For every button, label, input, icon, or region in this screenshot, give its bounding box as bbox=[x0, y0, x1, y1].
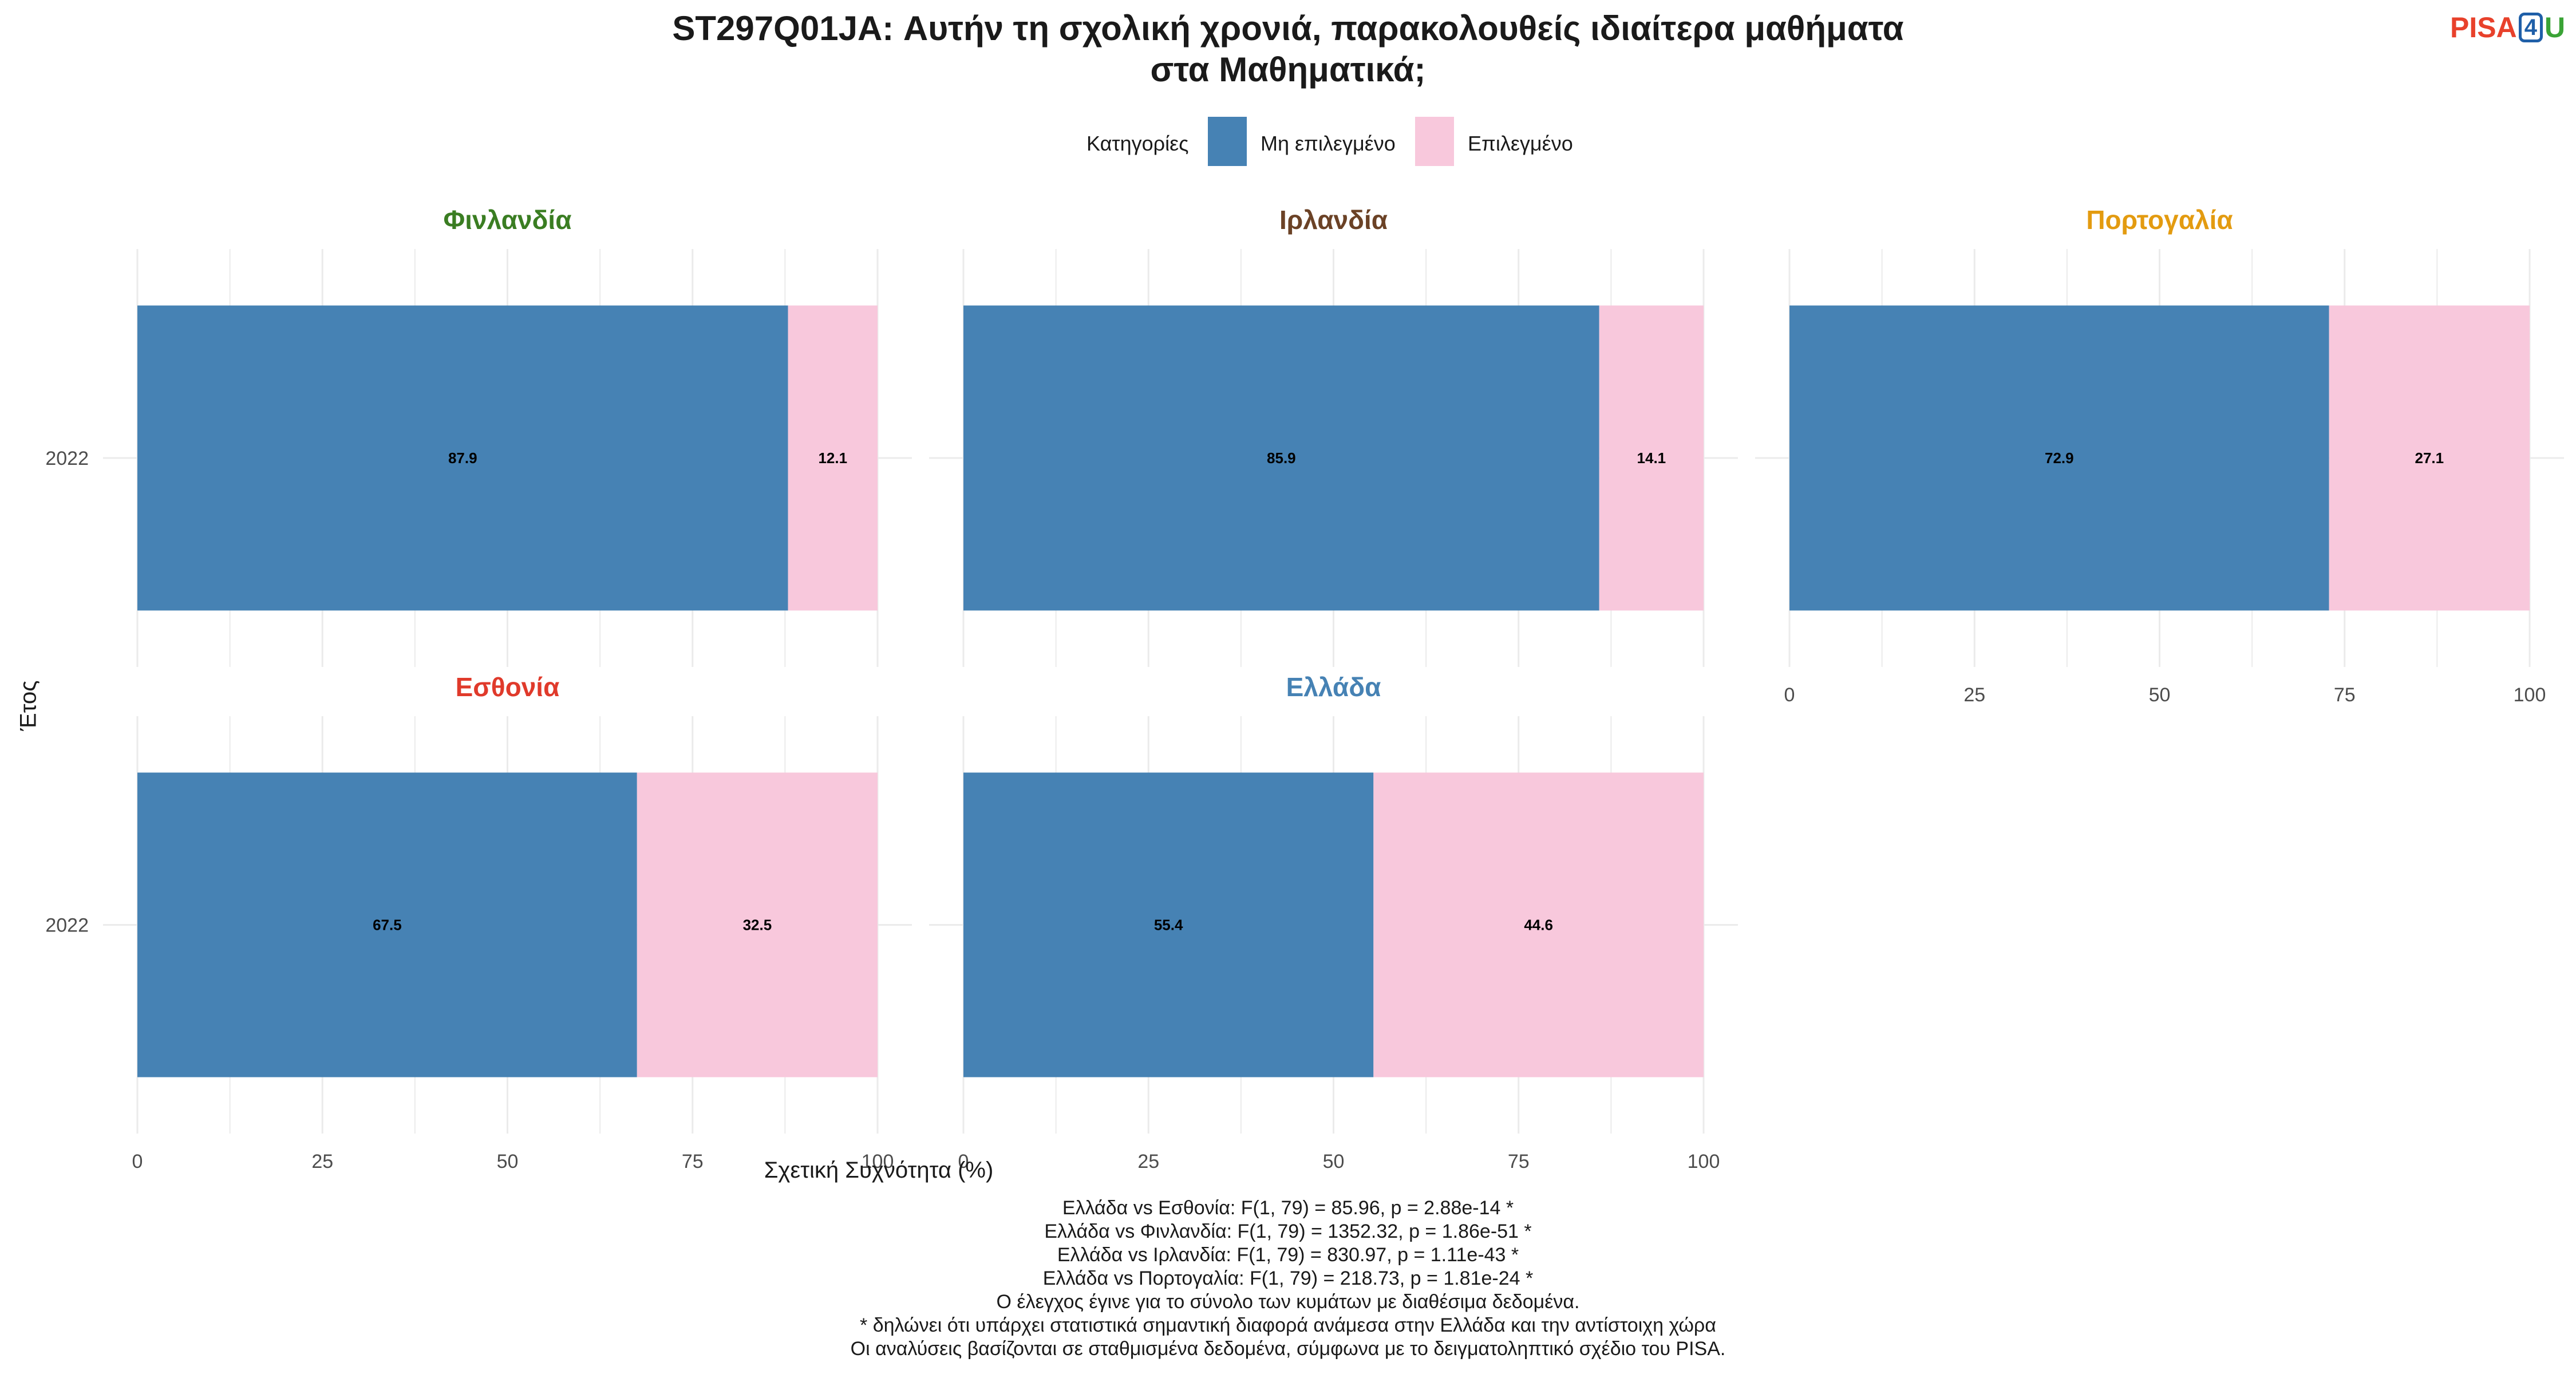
x-tick-label: 0 bbox=[132, 1151, 143, 1172]
bar-value-label: 27.1 bbox=[2415, 449, 2444, 467]
x-tick-label: 100 bbox=[2514, 684, 2546, 706]
x-tick-label: 75 bbox=[682, 1151, 704, 1172]
legend-label-selected: Επιλεγμένο bbox=[1468, 132, 1573, 155]
logo-text-u: U bbox=[2544, 11, 2566, 44]
bar-value-label: 44.6 bbox=[1524, 917, 1553, 934]
bar-value-label: 85.9 bbox=[1267, 449, 1296, 467]
caption-line: Ελλάδα vs Πορτογαλία: F(1, 79) = 218.73,… bbox=[1042, 1268, 1534, 1289]
y-axis-title: Έτος bbox=[15, 680, 41, 731]
facet-title: Ιρλανδία bbox=[1279, 205, 1388, 235]
bar-selected bbox=[637, 772, 878, 1077]
bar-selected bbox=[1599, 305, 1704, 611]
y-tick-label: 2022 bbox=[45, 448, 89, 469]
bar-not-selected bbox=[137, 772, 637, 1077]
bar-value-label: 32.5 bbox=[743, 917, 772, 934]
caption-line: Ο έλεγχος έγινε για το σύνολο των κυμάτω… bbox=[996, 1291, 1580, 1313]
bar-value-label: 14.1 bbox=[1637, 449, 1666, 467]
caption-line: * δηλώνει ότι υπάρχει στατιστικά σημαντι… bbox=[860, 1314, 1716, 1336]
bar-not-selected bbox=[137, 305, 788, 611]
x-tick-label: 25 bbox=[311, 1151, 333, 1172]
y-axis-title-wrapper: Έτος bbox=[6, 653, 41, 767]
bar-selected bbox=[2329, 305, 2530, 611]
bar-selected bbox=[788, 305, 878, 611]
caption-line: Ελλάδα vs Ιρλανδία: F(1, 79) = 830.97, p… bbox=[1057, 1244, 1519, 1266]
x-tick-label: 25 bbox=[1137, 1151, 1159, 1172]
x-tick-label: 25 bbox=[1963, 684, 1985, 706]
bar-not-selected bbox=[963, 305, 1599, 611]
facet-panel: Ελλάδα 55.4 44.6 0 25 50 75 100 bbox=[929, 672, 1738, 1172]
facet-panel: Φινλανδία 87.9 12.1 2022 bbox=[45, 205, 912, 667]
facet-title: Ελλάδα bbox=[1286, 672, 1381, 702]
x-tick-label: 100 bbox=[1688, 1151, 1720, 1172]
logo-text-4: 4 bbox=[2518, 13, 2543, 42]
logo-text-pisa: PISA bbox=[2450, 11, 2517, 44]
bar-value-label: 72.9 bbox=[2045, 449, 2074, 467]
x-tick-label: 50 bbox=[497, 1151, 519, 1172]
facet-panel: Ιρλανδία 85.9 14.1 bbox=[929, 205, 1738, 667]
x-tick-label: 50 bbox=[2149, 684, 2171, 706]
bar-not-selected bbox=[963, 772, 1374, 1077]
facet-title: Πορτογαλία bbox=[2086, 205, 2233, 235]
legend-label-not-selected: Μη επιλεγμένο bbox=[1261, 132, 1396, 155]
x-tick-label: 100 bbox=[862, 1151, 894, 1172]
bar-value-label: 67.5 bbox=[373, 917, 402, 934]
x-axis-title: Σχετική Συχνότητα (%) bbox=[764, 1158, 994, 1183]
chart-legend: Κατηγορίες Μη επιλεγμένο Επιλεγμένο bbox=[0, 0, 2576, 172]
bar-value-label: 55.4 bbox=[1154, 917, 1183, 934]
pisa4u-logo: PISA 4 U bbox=[2450, 10, 2565, 45]
caption-notes: Ελλάδα vs Εσθονία: F(1, 79) = 85.96, p =… bbox=[0, 1197, 2576, 1361]
legend-title: Κατηγορίες bbox=[1086, 132, 1189, 155]
bar-not-selected bbox=[1789, 305, 2329, 611]
caption-line: Οι αναλύσεις βασίζονται σε σταθμισμένα δ… bbox=[850, 1338, 1726, 1360]
bar-value-label: 87.9 bbox=[448, 449, 477, 467]
chart-title: ST297Q01JA: Αυτήν τη σχολική χρονιά, παρ… bbox=[672, 9, 1904, 89]
caption-line: Ελλάδα vs Φινλανδία: F(1, 79) = 1352.32,… bbox=[1044, 1221, 1532, 1242]
x-tick-label: 75 bbox=[1508, 1151, 1530, 1172]
x-tick-label: 0 bbox=[1784, 684, 1795, 706]
facet-title: Εσθονία bbox=[456, 672, 560, 702]
facet-panel: Πορτογαλία 72.9 27.1 0 25 50 75 100 bbox=[1755, 205, 2564, 706]
x-tick-label: 50 bbox=[1323, 1151, 1345, 1172]
bar-selected bbox=[1373, 772, 1704, 1077]
legend-key-not-selected bbox=[1208, 117, 1247, 166]
facet-panel: Εσθονία 67.5 32.5 2022 0 25 50 75 100 bbox=[45, 672, 912, 1172]
caption-line: Ελλάδα vs Εσθονία: F(1, 79) = 85.96, p =… bbox=[1062, 1197, 1514, 1219]
x-tick-label: 75 bbox=[2334, 684, 2356, 706]
x-tick-label: 0 bbox=[958, 1151, 969, 1172]
bar-value-label: 12.1 bbox=[818, 449, 847, 467]
facet-title: Φινλανδία bbox=[444, 205, 572, 235]
y-tick-label: 2022 bbox=[45, 915, 89, 937]
legend-key-selected bbox=[1415, 117, 1454, 166]
